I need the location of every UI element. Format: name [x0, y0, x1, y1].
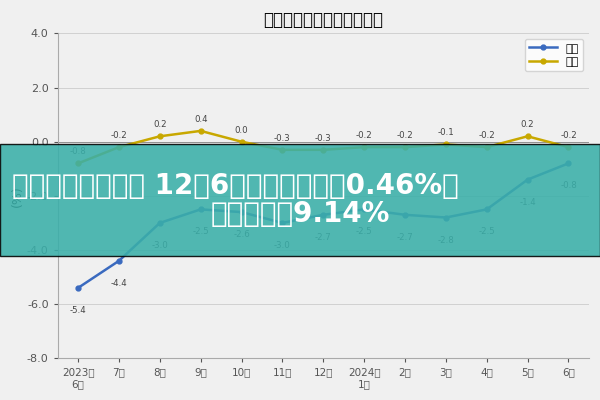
Text: -0.2: -0.2 — [110, 131, 127, 140]
环比 — [565, 145, 572, 150]
同比 — [361, 207, 368, 212]
Text: -5.4: -5.4 — [70, 306, 86, 315]
Text: -0.8: -0.8 — [70, 148, 86, 156]
Text: -0.2: -0.2 — [560, 131, 577, 140]
同比 — [565, 161, 572, 166]
Text: -2.7: -2.7 — [397, 233, 413, 242]
Text: -0.2: -0.2 — [397, 131, 413, 140]
Text: -2.5: -2.5 — [478, 228, 495, 236]
同比 — [320, 212, 327, 217]
Text: -0.1: -0.1 — [437, 128, 454, 138]
Text: -4.4: -4.4 — [110, 279, 127, 288]
Text: -2.5: -2.5 — [356, 228, 373, 236]
Text: 0.4: 0.4 — [194, 115, 208, 124]
Text: -0.3: -0.3 — [315, 134, 332, 143]
Text: -2.6: -2.6 — [233, 230, 250, 239]
同比 — [442, 215, 449, 220]
环比 — [115, 145, 122, 150]
同比 — [238, 210, 245, 214]
Text: -2.7: -2.7 — [315, 233, 332, 242]
同比 — [115, 258, 122, 263]
Y-axis label: (%): (%) — [11, 185, 24, 207]
同比 — [483, 207, 490, 212]
Text: -0.3: -0.3 — [274, 134, 291, 143]
Text: 0.2: 0.2 — [521, 120, 535, 129]
环比 — [442, 142, 449, 147]
环比 — [238, 139, 245, 144]
Text: -0.8: -0.8 — [560, 182, 577, 190]
环比 — [156, 134, 163, 139]
环比 — [320, 148, 327, 152]
同比 — [197, 207, 204, 212]
Text: 0.2: 0.2 — [153, 120, 167, 129]
环比 — [483, 145, 490, 150]
环比 — [401, 145, 409, 150]
Text: -1.4: -1.4 — [519, 198, 536, 207]
同比 — [74, 286, 82, 290]
Text: 最安全的股票配资 12月6日平煤转债上涨0.46%，: 最安全的股票配资 12月6日平煤转债上涨0.46%， — [12, 172, 459, 200]
Title: 工业生产者出厂价格涨跌幅: 工业生产者出厂价格涨跌幅 — [263, 11, 383, 29]
同比 — [156, 220, 163, 225]
同比 — [279, 220, 286, 225]
Text: -0.2: -0.2 — [478, 131, 495, 140]
Text: -2.5: -2.5 — [193, 228, 209, 236]
环比 — [197, 128, 204, 133]
Line: 同比: 同比 — [76, 161, 571, 290]
Text: -0.2: -0.2 — [356, 131, 373, 140]
Legend: 同比, 环比: 同比, 环比 — [524, 39, 583, 72]
同比 — [401, 212, 409, 217]
环比 — [361, 145, 368, 150]
同比 — [524, 177, 531, 182]
Text: -3.0: -3.0 — [274, 241, 291, 250]
环比 — [279, 148, 286, 152]
Text: 转股溢价率9.14%: 转股溢价率9.14% — [211, 200, 389, 228]
Text: -3.0: -3.0 — [151, 241, 168, 250]
Line: 环比: 环比 — [76, 128, 571, 166]
Text: 0.0: 0.0 — [235, 126, 248, 135]
环比 — [524, 134, 531, 139]
Text: -2.8: -2.8 — [437, 236, 454, 244]
环比 — [74, 161, 82, 166]
